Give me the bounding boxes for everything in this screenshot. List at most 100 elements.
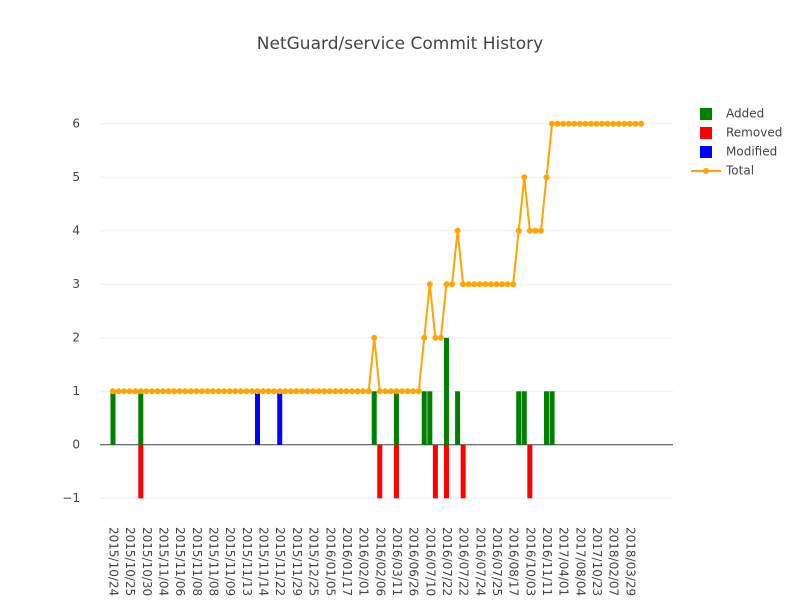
total-point bbox=[532, 227, 539, 234]
x-tick-label: 2017/10/23 bbox=[590, 527, 604, 596]
x-tick-label: 2016/08/17 bbox=[507, 527, 521, 596]
total-point bbox=[471, 281, 478, 288]
total-point bbox=[587, 120, 594, 127]
total-point bbox=[443, 281, 450, 288]
total-point bbox=[248, 388, 255, 395]
total-point bbox=[204, 388, 211, 395]
total-point bbox=[604, 120, 611, 127]
total-point bbox=[287, 388, 294, 395]
legend-label: Removed bbox=[726, 126, 782, 140]
total-point bbox=[537, 227, 544, 234]
x-tick-label: 2016/01/17 bbox=[340, 527, 354, 596]
total-point bbox=[182, 388, 189, 395]
total-point bbox=[360, 388, 367, 395]
total-point bbox=[504, 281, 511, 288]
y-tick-label: 4 bbox=[72, 223, 80, 237]
legend-label: Modified bbox=[726, 145, 777, 159]
x-tick-label: 2015/11/22 bbox=[273, 527, 287, 596]
total-point bbox=[332, 388, 339, 395]
bar bbox=[138, 444, 144, 499]
total-point bbox=[387, 388, 394, 395]
x-tick-label: 2016/07/10 bbox=[423, 527, 437, 596]
total-point bbox=[576, 120, 583, 127]
x-tick-label: 2016/11/11 bbox=[540, 527, 554, 596]
total-point bbox=[260, 388, 267, 395]
total-point bbox=[121, 388, 128, 395]
bar bbox=[455, 391, 461, 445]
total-point bbox=[421, 334, 428, 341]
x-tick-label: 2015/10/30 bbox=[140, 527, 154, 596]
total-point bbox=[198, 388, 205, 395]
total-point bbox=[582, 120, 589, 127]
total-point bbox=[176, 388, 183, 395]
total-point bbox=[315, 388, 322, 395]
total-point bbox=[365, 388, 372, 395]
total-point bbox=[554, 120, 561, 127]
total-point bbox=[543, 174, 550, 181]
x-tick-label: 2016/10/03 bbox=[523, 527, 537, 596]
total-point bbox=[410, 388, 417, 395]
x-tick-label: 2015/11/08 bbox=[190, 527, 204, 596]
total-point bbox=[526, 227, 533, 234]
total-point bbox=[510, 281, 517, 288]
total-point bbox=[254, 388, 261, 395]
total-point bbox=[265, 388, 272, 395]
total-point bbox=[599, 120, 606, 127]
total-point bbox=[371, 334, 378, 341]
total-point bbox=[237, 388, 244, 395]
total-point bbox=[326, 388, 333, 395]
bar bbox=[527, 444, 533, 499]
bar bbox=[460, 444, 466, 499]
bar bbox=[371, 391, 377, 445]
total-point bbox=[626, 120, 633, 127]
total-point bbox=[393, 388, 400, 395]
total-point bbox=[293, 388, 300, 395]
total-point bbox=[110, 388, 116, 395]
legend-label: Total bbox=[725, 164, 754, 178]
total-point bbox=[148, 388, 155, 395]
bar bbox=[544, 391, 550, 445]
total-point bbox=[137, 388, 144, 395]
total-point bbox=[354, 388, 361, 395]
total-point bbox=[343, 388, 350, 395]
total-point bbox=[382, 388, 389, 395]
y-tick-label: 5 bbox=[72, 170, 80, 184]
total-point bbox=[615, 120, 622, 127]
x-tick-label: 2016/06/26 bbox=[407, 527, 421, 596]
y-tick-label: 0 bbox=[72, 437, 80, 451]
total-point bbox=[132, 388, 139, 395]
bar bbox=[393, 391, 399, 445]
x-tick-label: 2015/11/09 bbox=[223, 527, 237, 596]
total-point bbox=[348, 388, 355, 395]
total-point bbox=[487, 281, 494, 288]
y-tick-label: 6 bbox=[72, 116, 80, 130]
legend-swatch bbox=[700, 108, 712, 120]
x-tick-label: 2016/07/25 bbox=[490, 527, 504, 596]
y-tick-label: 3 bbox=[72, 277, 80, 291]
x-tick-label: 2015/10/24 bbox=[107, 527, 121, 596]
total-point bbox=[210, 388, 217, 395]
total-point bbox=[432, 334, 439, 341]
x-tick-label: 2018/03/29 bbox=[623, 527, 637, 596]
total-point bbox=[165, 388, 172, 395]
bar bbox=[377, 444, 383, 499]
total-point bbox=[476, 281, 483, 288]
bar bbox=[516, 391, 522, 445]
y-tick-label: 1 bbox=[72, 384, 80, 398]
bar bbox=[432, 444, 438, 499]
x-tick-label: 2015/11/14 bbox=[257, 527, 271, 596]
bar bbox=[443, 337, 449, 445]
x-tick-label: 2016/01/05 bbox=[323, 527, 337, 596]
legend-swatch bbox=[700, 127, 712, 139]
y-tick-label: 2 bbox=[72, 330, 80, 344]
x-tick-label: 2016/02/06 bbox=[373, 527, 387, 596]
total-point bbox=[549, 120, 556, 127]
bar bbox=[138, 391, 144, 445]
total-point bbox=[232, 388, 239, 395]
total-point bbox=[282, 388, 289, 395]
total-point bbox=[482, 281, 489, 288]
total-point bbox=[437, 334, 444, 341]
total-point bbox=[515, 227, 522, 234]
x-tick-label: 2016/07/24 bbox=[473, 527, 487, 596]
